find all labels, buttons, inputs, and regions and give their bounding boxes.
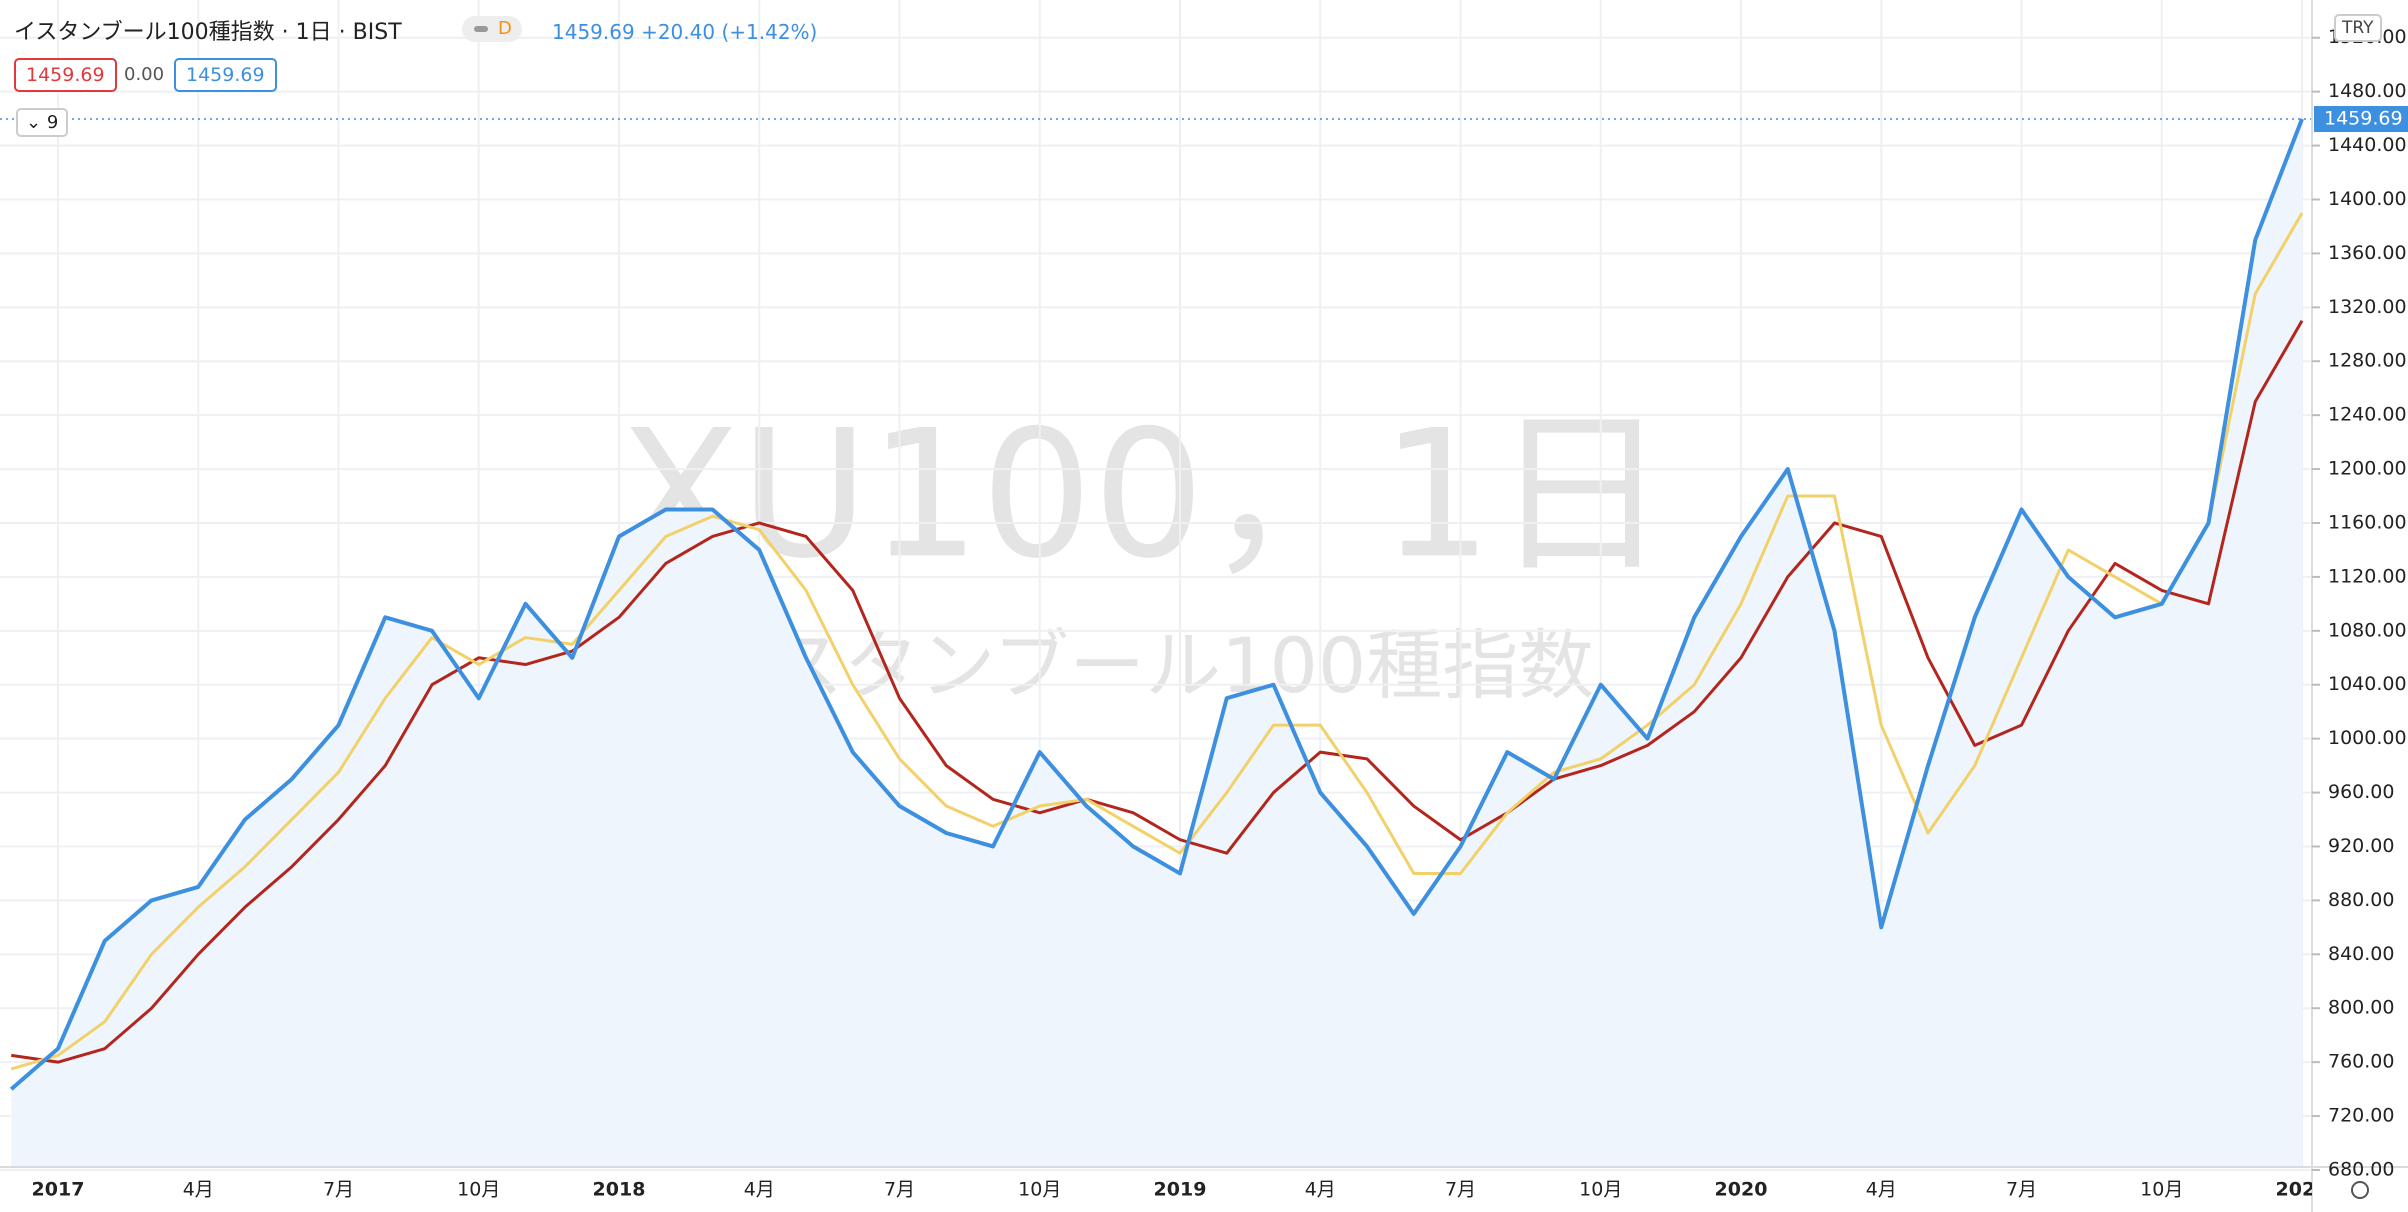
y-tick-label: 1000.00 — [2328, 727, 2407, 749]
ask-box[interactable]: 1459.69 — [174, 58, 277, 92]
y-tick-label: 880.00 — [2328, 889, 2394, 911]
exchange: BIST — [352, 20, 402, 45]
x-tick-label: 7月 — [884, 1179, 915, 1201]
y-tick-label: 1160.00 — [2328, 511, 2407, 533]
indicator-count: 9 — [46, 112, 59, 133]
y-tick-label: 960.00 — [2328, 781, 2394, 803]
x-tick-label: 4月 — [744, 1179, 775, 1201]
settings-icon[interactable] — [2351, 1181, 2369, 1199]
bid-box[interactable]: 1459.69 — [14, 58, 117, 92]
y-tick-label: 1040.00 — [2328, 673, 2407, 695]
x-tick-label: 10月 — [457, 1179, 500, 1201]
watermark-symbol: XU100，1日 — [619, 392, 1668, 597]
y-tick-label: 680.00 — [2328, 1158, 2394, 1180]
price-axis: 680.00 720.00 760.00 800.00 840.00 880.00 920.… — [2312, 26, 2408, 1180]
x-tick-label: 7月 — [1445, 1179, 1476, 1201]
y-tick-label: 1080.00 — [2328, 619, 2407, 641]
badge-letter: D — [498, 18, 512, 39]
spread: 0.00 — [124, 64, 165, 85]
change: +20.40 (+1.42%) — [641, 20, 818, 44]
y-tick-label: 1240.00 — [2328, 404, 2407, 426]
symbol-name: イスタンブール100種指数 · 1日 · BIST — [14, 20, 402, 45]
x-tick-label: 2020 — [1715, 1179, 1768, 1201]
y-tick-label: 840.00 — [2328, 943, 2394, 965]
x-tick-label: 7月 — [2006, 1179, 2037, 1201]
y-tick-label: 1200.00 — [2328, 458, 2407, 480]
plot-area — [0, 118, 2312, 1167]
x-tick-label: 4月 — [1866, 1179, 1897, 1201]
ma-line — [10, 212, 2304, 1071]
ma-line — [11, 320, 2304, 1064]
x-tick-label: 4月 — [1305, 1179, 1336, 1201]
y-tick-label: 1360.00 — [2328, 242, 2407, 264]
x-tick-label: 10月 — [1018, 1179, 1061, 1201]
y-tick-label: 1280.00 — [2328, 350, 2407, 372]
x-tick-label: 4月 — [183, 1179, 214, 1201]
x-tick-label: 2018 — [593, 1179, 646, 1201]
x-tick-label: 2019 — [1154, 1179, 1207, 1201]
currency[interactable]: TRY — [2334, 14, 2382, 42]
last-price-tag — [2314, 106, 2408, 133]
indicators-toggle[interactable]: ⌄ 9 — [16, 108, 69, 137]
x-tick-label: 2021 — [2276, 1179, 2329, 1201]
last-price-header: 1459.69 +20.40 (+1.42%) — [552, 20, 817, 44]
y-tick-label: 1320.00 — [2328, 296, 2407, 318]
last-price-label: 1459.69 — [2324, 108, 2403, 130]
price-area — [11, 119, 2302, 1167]
x-tick-label: 2017 — [32, 1179, 85, 1201]
last-price: 1459.69 — [552, 20, 635, 44]
x-tick-label: 10月 — [2140, 1179, 2183, 1201]
time-axis: 2017 4月 7月 10月 2018 4月 7月 10月 2019 4月 7月 10月 2020 4月 7… — [32, 1179, 2329, 1201]
y-tick-label: 760.00 — [2328, 1051, 2394, 1073]
x-tick-label: 10月 — [1579, 1179, 1622, 1201]
price-line — [9, 118, 2304, 1091]
y-tick-label: 1480.00 — [2328, 80, 2407, 102]
y-tick-label: 1440.00 — [2328, 134, 2407, 156]
badge[interactable]: D — [462, 16, 522, 42]
y-tick-label: 800.00 — [2328, 997, 2394, 1019]
y-tick-label: 920.00 — [2328, 835, 2394, 857]
y-tick-label: 1400.00 — [2328, 188, 2407, 210]
symbol: イスタンブール100種指数 — [14, 20, 275, 45]
interval: 1日 — [295, 20, 332, 45]
y-tick-label: 720.00 — [2328, 1105, 2394, 1127]
y-tick-label: 1120.00 — [2328, 565, 2407, 587]
x-tick-label: 7月 — [323, 1179, 354, 1201]
